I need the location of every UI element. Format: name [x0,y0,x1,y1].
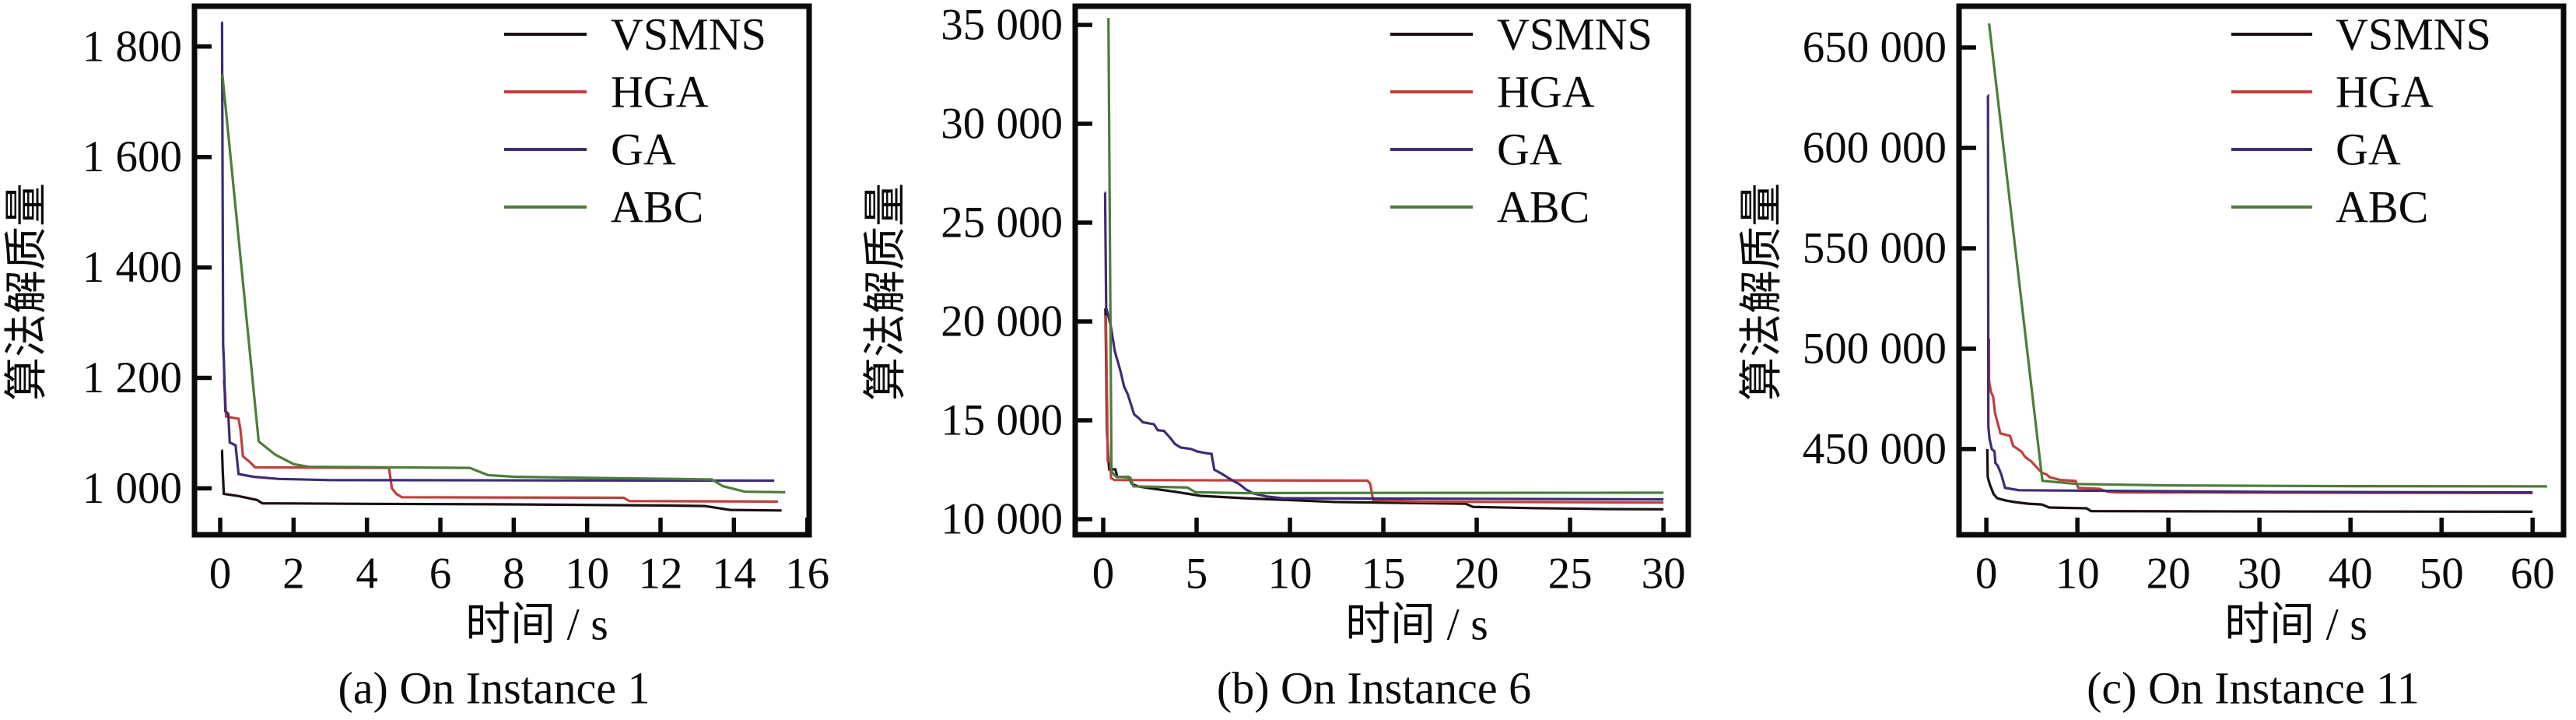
legend-label-GA: GA [611,125,676,175]
legend-label-VSMNS: VSMNS [1497,9,1652,60]
legend-label-GA: GA [2336,125,2401,175]
legend-label-HGA: HGA [611,67,709,118]
x-axis-label: 时间 / s [1345,599,1488,650]
y-tick-label: 450 000 [1803,424,1947,473]
series-group [220,21,786,512]
y-tick-label: 600 000 [1803,124,1947,173]
plot-box [1072,3,1691,538]
x-tick-label: 16 [785,550,829,599]
legend-label-HGA: HGA [1497,67,1595,118]
x-tick-label: 40 [2329,550,2373,599]
x-tick-label: 30 [2238,550,2282,599]
series-line-HGA [1104,315,1664,504]
legend-label-ABC: ABC [611,182,703,233]
x-tick-label: 25 [1548,550,1593,599]
y-tick-label: 1 200 [82,353,182,402]
y-tick-label: 1 000 [82,464,182,513]
x-tick-label: 6 [429,550,452,599]
y-tick-label: 1 600 [82,132,182,181]
y-tick-label: 15 000 [941,395,1063,444]
legend-label-ABC: ABC [1497,182,1589,233]
series-line-GA [1986,94,2533,494]
y-tick-label: 30 000 [941,100,1063,149]
x-tick-label: 10 [1268,550,1313,599]
series-line-HGA [1987,338,2533,495]
y-tick-label: 650 000 [1803,23,1947,72]
x-tick-label: 8 [503,550,525,599]
y-tick-label: 35 000 [941,1,1063,50]
caption: (a) On Instance 1 [338,663,650,714]
legend-label-VSMNS: VSMNS [611,9,766,60]
y-tick-label: 500 000 [1803,324,1947,373]
y-tick-label: 10 000 [941,494,1063,543]
x-tick-label: 10 [2056,550,2100,599]
series-line-GA [1103,191,1664,501]
y-tick-label: 1 800 [82,22,182,71]
series-group [1985,23,2547,514]
plot-box [191,3,812,538]
x-tick-label: 15 [1362,550,1406,599]
x-tick-label: 30 [1642,550,1686,599]
legend-label-VSMNS: VSMNS [2336,9,2491,60]
y-axis-label: 算法解质量 [1738,183,1786,401]
x-tick-label: 50 [2420,550,2464,599]
series-line-ABC [1107,18,1664,495]
y-tick-label: 25 000 [941,198,1063,248]
legend-label-GA: GA [1497,125,1562,175]
x-tick-label: 5 [1186,550,1208,599]
x-tick-label: 60 [2511,550,2555,599]
y-tick-label: 20 000 [941,297,1063,346]
series-line-ABC [1988,23,2547,488]
chart-instance-11: 0 10 20 30 40 50 60 450 000 500 000 550 000 600 00… [1738,3,2567,714]
x-tick-label: 4 [356,550,378,599]
x-tick-label: 0 [1092,550,1115,599]
series-line-VSMNS [1985,448,2533,514]
series-group [1103,18,1664,511]
x-axis-label: 时间 / s [465,599,608,650]
x-tick-label: 10 [565,550,609,599]
x-tick-label: 0 [1975,550,1998,599]
y-tick-label: 550 000 [1803,223,1947,272]
plot-box [1956,3,2567,538]
x-tick-label: 14 [712,550,756,599]
series-line-HGA [223,379,778,504]
caption: (c) On Instance 11 [2087,663,2420,714]
x-tick-label: 0 [209,550,232,599]
chart-instance-1: 0 2 4 6 8 10 12 14 16 1 000 1 200 1 400 1 600 1 800 算法… [3,3,829,714]
legend-label-ABC: ABC [2336,182,2428,233]
x-tick-label: 12 [638,550,682,599]
caption: (b) On Instance 6 [1217,663,1531,714]
y-axis-label: 算法解质量 [862,183,910,401]
x-tick-label: 20 [1455,550,1499,599]
legend-label-HGA: HGA [2336,67,2434,118]
series-line-VSMNS [220,449,782,512]
y-axis-label: 算法解质量 [3,183,51,401]
x-tick-label: 2 [282,550,305,599]
x-axis-label: 时间 / s [2224,599,2367,650]
series-line-ABC [221,74,786,493]
series-line-GA [220,21,775,483]
x-tick-label: 20 [2147,550,2191,599]
chart-instance-6: 0 5 10 15 20 25 30 10 000 15 000 20 000 25 000 30 0… [862,1,1691,714]
y-tick-label: 1 400 [82,243,182,292]
